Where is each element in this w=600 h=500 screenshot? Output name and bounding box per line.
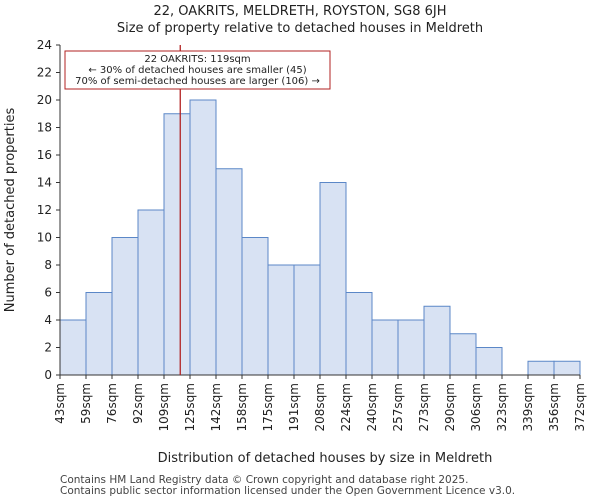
y-tick-label-2: 4 [44,313,52,327]
x-tick-label-7: 158sqm [235,383,249,431]
bar-4 [163,113,191,376]
y-tick-label-9: 18 [37,121,52,135]
x-tick-label-16: 306sqm [469,383,483,431]
x-tick-label-8: 175sqm [261,383,275,431]
chart-title: 22, OAKRITS, MELDRETH, ROYSTON, SG8 6JH [154,4,447,19]
footer-line-2: Contains public sector information licen… [60,485,515,497]
footer-line-1: Contains HM Land Registry data © Crown c… [60,474,468,486]
x-tick-label-20: 372sqm [573,383,587,431]
y-axis-label: Number of detached properties [3,108,18,313]
bar-18 [527,360,555,376]
x-tick-label-3: 92sqm [131,383,145,424]
y-tick-label-7: 14 [37,176,52,190]
x-tick-label-14: 273sqm [417,383,431,431]
x-tick-label-13: 257sqm [391,383,405,431]
y-tick-label-6: 12 [37,203,52,217]
annotation-line-3: 70% of semi-detached houses are larger (… [75,76,320,87]
bar-7 [241,237,269,376]
bar-6 [215,168,243,376]
x-tick-label-0: 43sqm [53,383,67,424]
bar-1 [85,292,113,376]
x-tick-label-18: 339sqm [521,383,535,431]
bar-2 [111,237,139,376]
bar-3 [137,209,165,376]
x-tick-label-12: 240sqm [365,383,379,431]
x-tick-label-17: 323sqm [495,383,509,431]
bar-15 [449,333,477,376]
bar-10 [319,182,347,376]
y-tick-label-8: 16 [37,148,52,162]
bar-0 [59,319,87,376]
bar-19 [553,360,581,376]
x-axis-label: Distribution of detached houses by size … [158,451,493,466]
bar-12 [371,319,399,376]
x-tick-label-5: 125sqm [183,383,197,431]
x-tick-label-6: 142sqm [209,383,223,431]
bar-9 [293,264,321,376]
y-tick-label-4: 8 [44,258,52,272]
x-tick-label-2: 76sqm [105,383,119,424]
y-tick-label-1: 2 [44,341,52,355]
x-tick-label-10: 208sqm [313,383,327,431]
x-tick-label-9: 191sqm [287,383,301,431]
y-tick-label-11: 22 [37,66,52,80]
annotation-line-1: 22 OAKRITS: 119sqm [144,54,250,65]
x-tick-label-1: 59sqm [79,383,93,424]
bar-13 [397,319,425,376]
x-tick-label-4: 109sqm [157,383,171,431]
chart-subtitle: Size of property relative to detached ho… [117,21,483,36]
y-tick-label-0: 0 [44,368,52,382]
bar-5 [189,99,217,376]
y-tick-label-10: 20 [37,93,52,107]
bar-14 [423,305,451,376]
x-tick-label-11: 224sqm [339,383,353,431]
y-tick-label-5: 10 [37,231,52,245]
bar-8 [267,264,295,376]
y-tick-label-3: 6 [44,286,52,300]
annotation-box [64,50,331,90]
bar-16 [475,347,503,376]
x-tick-label-15: 290sqm [443,383,457,431]
bar-11 [345,292,373,376]
x-tick-label-19: 356sqm [547,383,561,431]
y-tick-label-12: 24 [37,38,52,52]
annotation-line-2: ← 30% of detached houses are smaller (45… [88,65,306,76]
